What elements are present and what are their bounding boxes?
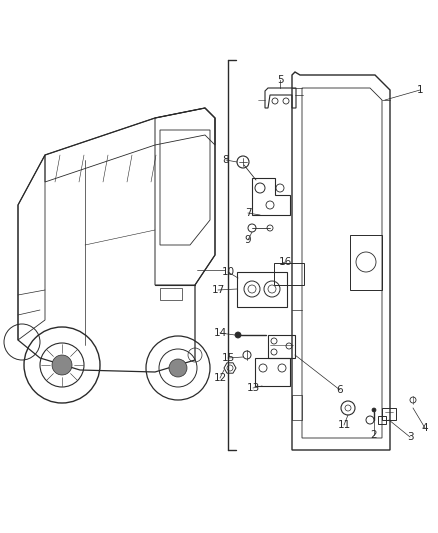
Text: 16: 16	[279, 257, 292, 267]
Bar	[255, 358, 290, 386]
Bar	[292, 395, 302, 420]
Text: 2: 2	[371, 430, 377, 440]
Bar	[382, 408, 396, 420]
Text: 15: 15	[221, 353, 235, 363]
Bar	[274, 263, 304, 285]
Text: 8: 8	[223, 155, 230, 165]
Text: 12: 12	[213, 373, 226, 383]
Text: 6: 6	[337, 385, 343, 395]
Text: 10: 10	[222, 267, 235, 277]
Text: 5: 5	[277, 75, 283, 85]
Bar	[237, 272, 287, 307]
Bar	[350, 235, 382, 290]
Text: 13: 13	[246, 383, 260, 393]
Text: 3: 3	[407, 432, 413, 442]
Text: 7: 7	[245, 208, 251, 218]
Text: 9: 9	[245, 235, 251, 245]
Text: 1: 1	[417, 85, 423, 95]
Text: 11: 11	[337, 420, 351, 430]
Bar	[378, 416, 386, 424]
Bar	[160, 288, 182, 300]
Circle shape	[372, 408, 376, 412]
Circle shape	[169, 359, 187, 377]
Circle shape	[235, 332, 241, 338]
Text: 17: 17	[212, 285, 225, 295]
Circle shape	[52, 355, 72, 375]
Text: 14: 14	[213, 328, 226, 338]
Text: 4: 4	[422, 423, 428, 433]
